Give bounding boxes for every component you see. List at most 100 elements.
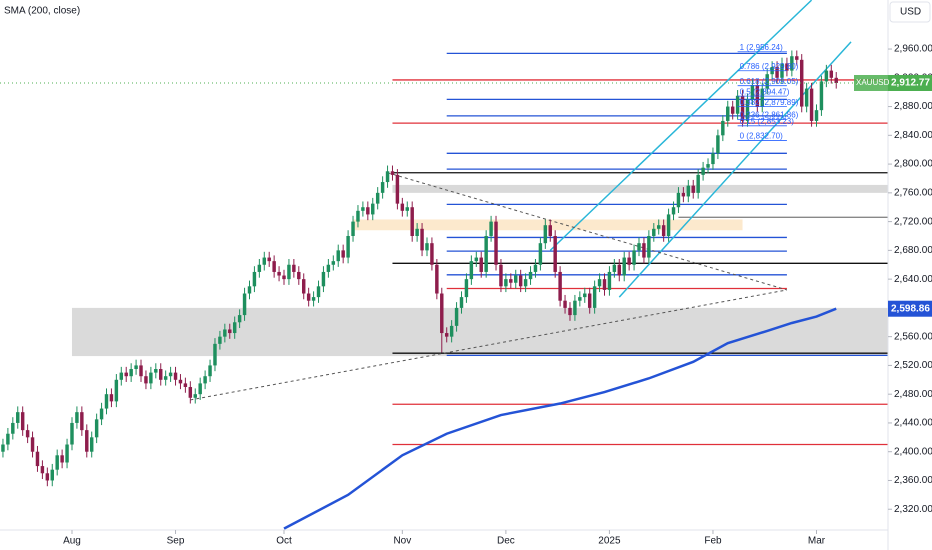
candle-body [642, 243, 646, 258]
candle-body [287, 264, 291, 280]
candle-body [637, 243, 641, 251]
candle-body [356, 210, 360, 222]
candle-body [647, 235, 651, 258]
candle-body [70, 422, 74, 445]
candle-body [716, 135, 720, 154]
candle-body [336, 250, 340, 262]
y-tick-label: 2,680.00 [894, 245, 932, 256]
candle-body [587, 293, 592, 308]
candle-body [415, 228, 419, 236]
y-tick-label: 2,880.00 [894, 101, 932, 112]
candle-body [523, 279, 528, 287]
candle-body [60, 455, 64, 463]
candle-body [326, 264, 331, 272]
candle-body [464, 279, 469, 298]
candle-body [622, 257, 626, 276]
candle-body [814, 110, 819, 121]
candle-body [35, 451, 40, 467]
candle-body [696, 174, 700, 193]
candle-body [494, 221, 498, 265]
candle-body [89, 437, 94, 452]
candle-body [168, 372, 173, 377]
candle-body [425, 243, 429, 251]
candle-body [252, 271, 257, 287]
candle-body [375, 192, 380, 204]
candle-body [735, 95, 740, 114]
candle-body [533, 264, 538, 272]
candle-body [726, 106, 730, 121]
candle-body [612, 264, 617, 272]
candle-body [144, 376, 148, 384]
candle-body [514, 275, 518, 283]
candle-body [50, 469, 54, 481]
x-tick-label: Feb [704, 536, 722, 547]
candle-body [499, 264, 503, 287]
fib-label: 0.618 (2,909.05) [740, 77, 799, 86]
candle-body [351, 221, 355, 236]
candle-body [775, 67, 779, 78]
candle-body [262, 257, 267, 265]
candle-body [109, 394, 114, 402]
candle-body [765, 74, 769, 89]
y-tick-label: 2,840.00 [894, 130, 932, 141]
candle-body [790, 56, 794, 71]
trend-line [618, 41, 852, 298]
candle-body [454, 307, 459, 326]
candle-body [785, 63, 789, 71]
candle-body [602, 279, 607, 290]
candle-body [94, 419, 99, 438]
candle-body [597, 279, 602, 287]
y-tick-label: 2,560.00 [894, 331, 932, 342]
candle-body [583, 293, 587, 298]
candle-body [75, 412, 79, 423]
candle-body [706, 164, 710, 168]
y-tick-label: 2,440.00 [894, 418, 932, 429]
candle-body [578, 297, 582, 301]
candle-body [745, 99, 750, 121]
candle-body [799, 59, 804, 107]
candle-body [237, 315, 242, 323]
candle-body [80, 412, 84, 431]
candle-body [390, 171, 395, 175]
candle-body [652, 228, 656, 236]
fib-label: 0.786 (2,929.80) [740, 62, 799, 71]
sma-line [283, 307, 837, 530]
candle-body [795, 56, 799, 60]
candle-body [129, 369, 133, 377]
candle-body [85, 430, 89, 452]
candle-body [149, 372, 153, 384]
plot-area: 1 (2,956.24) 0.786 (2,929.80) 0.618 (2,909… [0, 0, 888, 530]
candle-body [607, 271, 612, 290]
candle-body [297, 271, 301, 280]
candle-body [617, 264, 622, 276]
candle-body [410, 207, 414, 236]
candle-body [223, 329, 227, 337]
x-tick-label: Nov [393, 536, 411, 547]
candle-body [134, 365, 138, 370]
candle-body [686, 185, 691, 197]
candle-body [489, 221, 493, 236]
candle-body [568, 307, 572, 316]
x-tick-label: Sep [167, 536, 185, 547]
candle-body [573, 300, 577, 316]
candle-body [366, 207, 370, 215]
candle-body [671, 207, 676, 215]
candle-body [518, 275, 523, 287]
candle-body [420, 228, 424, 251]
candle-body [528, 271, 533, 280]
candle-body [474, 257, 479, 262]
candle-body [228, 329, 232, 334]
candle-body [760, 88, 764, 107]
candle-body [691, 185, 695, 193]
candle-body [11, 422, 15, 434]
candle-body [592, 286, 597, 308]
currency-box[interactable] [889, 1, 931, 23]
candle-body [159, 369, 163, 380]
candle-body [385, 171, 390, 183]
candle-body [55, 455, 59, 470]
candle-body [509, 279, 513, 283]
candle-body [119, 372, 124, 380]
candle-body [563, 300, 567, 308]
candle-body [40, 466, 45, 474]
